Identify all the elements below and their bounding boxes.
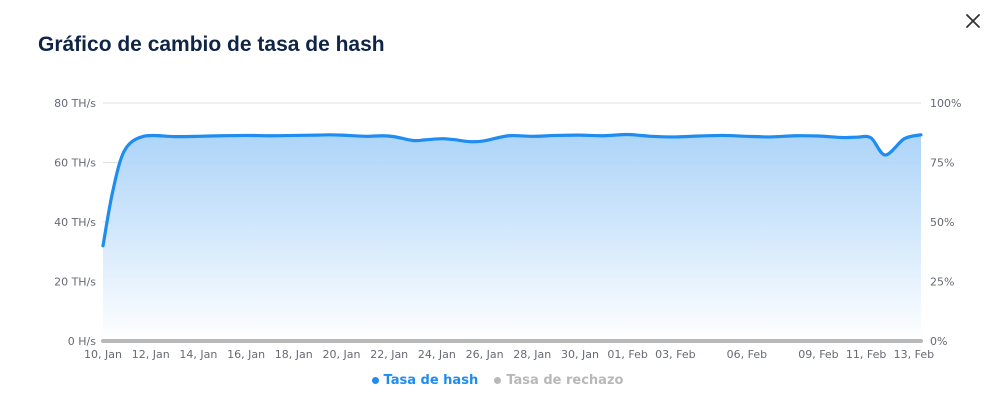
close-icon[interactable] bbox=[962, 10, 984, 32]
x-tick-label: 22, Jan bbox=[370, 348, 408, 361]
hash-rate-area bbox=[103, 134, 921, 341]
x-tick-label: 26, Jan bbox=[466, 348, 504, 361]
x-tick-label: 01, Feb bbox=[607, 348, 647, 361]
y-axis-right: 0% 25% 50% 75% 100% bbox=[930, 97, 961, 348]
legend-label-reject: Tasa de rechazo bbox=[506, 373, 624, 388]
y-left-tick-label: 60 TH/s bbox=[54, 157, 96, 170]
chart-legend: Tasa de hash Tasa de rechazo bbox=[0, 373, 995, 388]
y-right-tick-label: 50% bbox=[930, 216, 954, 229]
x-tick-label: 14, Jan bbox=[179, 348, 217, 361]
legend-item-hash[interactable]: Tasa de hash bbox=[371, 373, 479, 388]
y-left-tick-label: 20 TH/s bbox=[54, 276, 96, 289]
legend-label-hash: Tasa de hash bbox=[383, 373, 479, 388]
legend-dot-hash bbox=[371, 377, 379, 384]
x-tick-label: 10, Jan bbox=[84, 348, 122, 361]
y-right-tick-label: 25% bbox=[930, 276, 954, 289]
x-tick-label: 09, Feb bbox=[798, 348, 838, 361]
x-tick-label: 24, Jan bbox=[418, 348, 456, 361]
x-tick-label: 03, Feb bbox=[655, 348, 695, 361]
x-tick-label: 28, Jan bbox=[513, 348, 551, 361]
x-tick-label: 13, Feb bbox=[894, 348, 934, 361]
x-tick-label: 18, Jan bbox=[275, 348, 313, 361]
y-axis-left: 0 H/s 20 TH/s 40 TH/s 60 TH/s 80 TH/s bbox=[54, 97, 96, 348]
series-lines bbox=[101, 132, 923, 343]
legend-item-reject[interactable]: Tasa de rechazo bbox=[494, 373, 623, 388]
y-left-tick-label: 40 TH/s bbox=[54, 216, 96, 229]
hash-area bbox=[103, 134, 921, 341]
x-axis: 10, Jan 12, Jan 14, Jan 16, Jan 18, Jan 20, J… bbox=[84, 348, 934, 361]
y-left-tick-label: 80 TH/s bbox=[54, 97, 96, 110]
modal-title: Gráfico de cambio de tasa de hash bbox=[38, 33, 385, 56]
y-right-tick-label: 75% bbox=[930, 157, 954, 170]
hashrate-chart: 0 H/s 20 TH/s 40 TH/s 60 TH/s 80 TH/s 0% 25% 5… bbox=[54, 97, 961, 361]
y-right-tick-label: 100% bbox=[930, 97, 961, 110]
hash-rate-line bbox=[101, 132, 923, 248]
legend-dot-reject bbox=[494, 377, 502, 384]
x-tick-label: 30, Jan bbox=[561, 348, 599, 361]
y-left-tick-label: 0 H/s bbox=[68, 335, 96, 348]
x-tick-label: 20, Jan bbox=[323, 348, 361, 361]
x-tick-label: 06, Feb bbox=[727, 348, 767, 361]
x-tick-label: 11, Feb bbox=[846, 348, 886, 361]
x-tick-label: 16, Jan bbox=[227, 348, 265, 361]
y-right-tick-label: 0% bbox=[930, 335, 947, 348]
x-tick-label: 12, Jan bbox=[132, 348, 170, 361]
